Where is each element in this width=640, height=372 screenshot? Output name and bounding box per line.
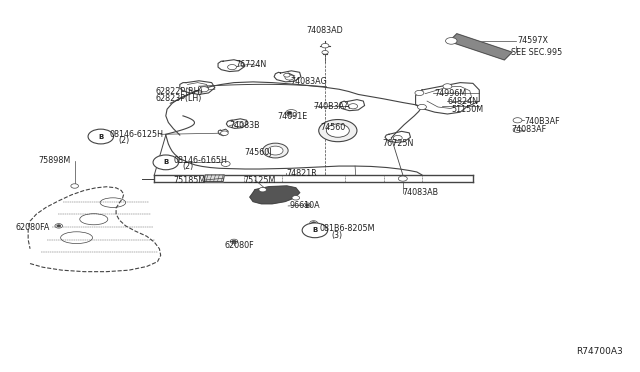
Circle shape (259, 187, 266, 192)
Circle shape (234, 122, 243, 127)
Text: 75185M: 75185M (173, 176, 205, 185)
Circle shape (349, 104, 358, 109)
Text: 081B6-8205M: 081B6-8205M (320, 224, 376, 233)
Circle shape (228, 64, 237, 70)
Circle shape (305, 204, 309, 206)
Circle shape (262, 143, 288, 158)
Polygon shape (250, 186, 300, 204)
Text: 08146-6125H: 08146-6125H (109, 130, 164, 139)
Circle shape (443, 84, 452, 89)
Polygon shape (449, 34, 512, 60)
Text: 08146-6165H: 08146-6165H (173, 155, 227, 165)
Circle shape (310, 221, 317, 225)
Circle shape (285, 75, 294, 80)
Text: 62080F: 62080F (225, 241, 254, 250)
Text: 62823P(LH): 62823P(LH) (156, 94, 202, 103)
Text: 51150M: 51150M (451, 105, 483, 115)
Text: 64824N: 64824N (447, 97, 479, 106)
Circle shape (319, 119, 357, 142)
Circle shape (303, 203, 311, 208)
Text: B: B (163, 159, 168, 166)
Text: 74091E: 74091E (277, 112, 308, 121)
Text: 96610A: 96610A (289, 201, 320, 211)
Circle shape (232, 240, 236, 243)
Text: 74083B: 74083B (230, 121, 260, 130)
Text: 74083AB: 74083AB (403, 188, 439, 197)
Text: 740B3AF: 740B3AF (524, 116, 559, 125)
Text: 74083AG: 74083AG (290, 77, 327, 86)
Circle shape (398, 176, 407, 181)
Circle shape (513, 127, 522, 132)
Circle shape (417, 105, 426, 110)
Circle shape (200, 87, 209, 92)
Text: 74083AD: 74083AD (307, 26, 344, 35)
Circle shape (394, 135, 402, 141)
Text: 76725N: 76725N (383, 139, 414, 148)
Text: B: B (312, 227, 317, 233)
Text: 74597X: 74597X (518, 36, 548, 45)
Circle shape (292, 196, 300, 200)
Circle shape (268, 146, 283, 155)
Circle shape (71, 184, 79, 188)
Text: 74560J: 74560J (245, 148, 272, 157)
Text: 740B3AA: 740B3AA (314, 103, 351, 112)
Text: SEE SEC.995: SEE SEC.995 (511, 48, 563, 57)
Text: (2): (2) (118, 137, 130, 145)
Circle shape (322, 51, 328, 54)
Text: 76724N: 76724N (236, 60, 266, 69)
Circle shape (153, 155, 179, 170)
Circle shape (312, 222, 316, 224)
Circle shape (88, 129, 113, 144)
Text: 75125M: 75125M (244, 176, 276, 185)
Circle shape (445, 38, 457, 44)
Text: 62822P(RH): 62822P(RH) (156, 87, 204, 96)
Circle shape (287, 112, 292, 114)
Text: 74821R: 74821R (286, 169, 317, 178)
Circle shape (415, 90, 424, 96)
Text: (3): (3) (332, 231, 342, 240)
Circle shape (221, 161, 230, 166)
Circle shape (513, 118, 522, 123)
Text: (2): (2) (182, 162, 194, 171)
Text: 74083AF: 74083AF (511, 125, 547, 134)
Circle shape (302, 223, 328, 238)
Circle shape (326, 124, 349, 137)
Polygon shape (204, 175, 225, 182)
Circle shape (55, 224, 63, 228)
Circle shape (284, 73, 290, 77)
Text: B: B (98, 134, 104, 140)
Circle shape (57, 225, 61, 227)
Text: R74700A3: R74700A3 (576, 347, 623, 356)
Circle shape (285, 110, 297, 116)
Text: 74560: 74560 (320, 123, 345, 132)
Circle shape (230, 239, 238, 244)
Text: 62080FA: 62080FA (15, 223, 50, 232)
Circle shape (221, 131, 228, 135)
Text: 75898M: 75898M (38, 156, 70, 166)
Circle shape (321, 44, 329, 48)
Text: 74996M: 74996M (435, 89, 467, 98)
